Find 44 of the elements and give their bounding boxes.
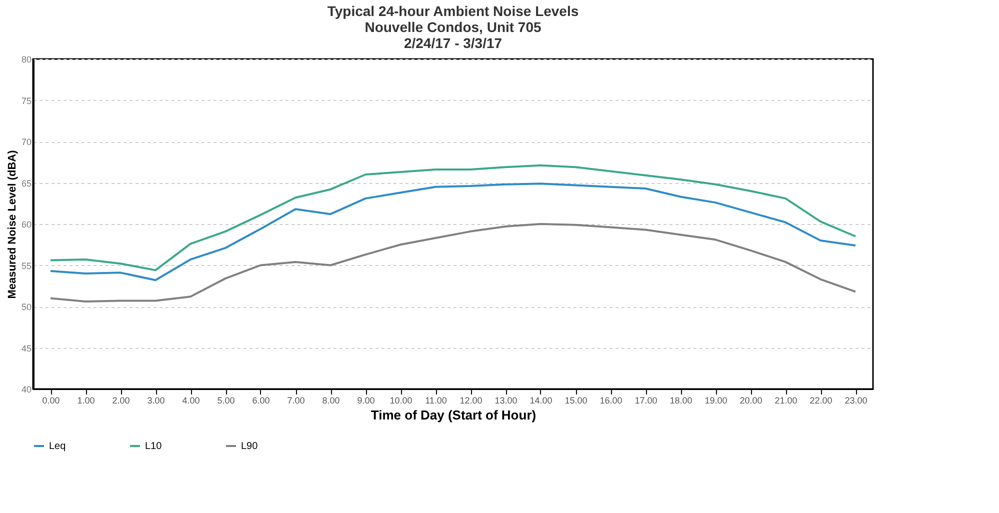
- x-tick-label: 16.00: [600, 396, 622, 406]
- x-tick-label: 19.00: [704, 396, 728, 406]
- x-tick-label: 18.00: [670, 396, 692, 406]
- x-tick-label: 2.00: [112, 396, 130, 406]
- x-tick-label: 11.00: [425, 396, 447, 406]
- legend-label: L90: [241, 441, 258, 452]
- x-tick-label: 15.00: [564, 396, 588, 406]
- x-tick-label: 20.00: [740, 396, 762, 406]
- text: 2/24/17 - 3/3/17: [404, 35, 502, 51]
- y-axis-title: Measured Noise Level (dBA): [6, 150, 18, 299]
- line-series: [50, 223, 856, 303]
- x-tick-label: 8.00: [322, 396, 340, 406]
- x-tick-label: 3.00: [147, 396, 165, 406]
- x-tick-label: 1.00: [77, 396, 95, 406]
- legend-label: L10: [145, 441, 162, 452]
- x-tick-label: 10.00: [390, 396, 412, 406]
- x-tick-label: 4.00: [182, 396, 200, 406]
- y-tick-label: 60: [21, 220, 32, 230]
- x-tick-label: 14.00: [530, 396, 552, 406]
- x-axis-title: Time of Day (Start of Hour): [370, 408, 536, 422]
- x-tick-label: 9.00: [357, 396, 375, 406]
- y-tick-label: 50: [21, 302, 32, 312]
- x-tick-label: 17.00: [634, 396, 658, 406]
- y-tick-label: 45: [21, 343, 32, 354]
- x-tick-label: 7.00: [287, 396, 305, 406]
- y-tick-label: 75: [21, 96, 32, 106]
- legend-label: Leq: [49, 441, 66, 452]
- y-tick-label: 55: [21, 260, 32, 271]
- text: Nouvelle Condos, Unit 705: [364, 19, 542, 35]
- line-series: [50, 164, 856, 272]
- text: Typical 24-hour Ambient Noise Levels: [327, 3, 579, 19]
- y-tick-label: 40: [21, 384, 32, 394]
- x-tick-label: 23.00: [844, 396, 868, 406]
- x-tick-label: 0.00: [42, 396, 60, 406]
- y-tick-label: 65: [21, 178, 32, 188]
- x-tick-label: 6.00: [252, 396, 270, 406]
- x-tick-label: 21.00: [774, 396, 798, 406]
- x-tick-label: 22.00: [810, 396, 832, 406]
- x-tick-label: 13.00: [494, 396, 518, 406]
- line-series: [50, 182, 856, 282]
- y-tick-label: 80: [21, 54, 32, 64]
- x-tick-label: 5.00: [217, 396, 235, 406]
- y-tick-label: 70: [21, 137, 32, 147]
- x-tick-label: 12.00: [460, 396, 482, 406]
